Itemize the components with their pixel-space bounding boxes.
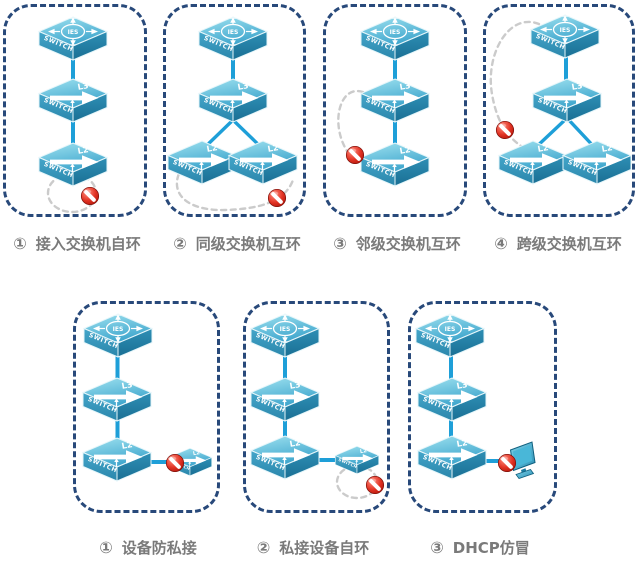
- ies-core-switch-icon: [83, 313, 153, 358]
- l3-switch-icon: [38, 78, 108, 123]
- l2-switch-icon: [82, 437, 152, 482]
- caption-text: 接入交换机自环: [35, 234, 141, 253]
- l2-switch-left-icon: [498, 140, 568, 185]
- ies-core-switch-icon: [530, 14, 600, 59]
- caption-number: ③: [430, 537, 444, 557]
- l2-switch-icon: [250, 435, 320, 480]
- diagram-access-self-loop: [38, 16, 108, 214]
- caption-number: ③: [333, 233, 347, 253]
- l3-switch-icon: [250, 377, 320, 422]
- ies-core-switch-icon: [198, 16, 268, 61]
- diagram-rogue-device-self-loop: [250, 313, 385, 500]
- no-entry-icon: [267, 188, 287, 208]
- caption-text: 设备防私接: [121, 538, 197, 557]
- diagram-peer-loop: [167, 16, 298, 212]
- diagram-dhcp-spoofing: [415, 313, 536, 480]
- no-entry-icon: [80, 186, 100, 206]
- caption-text: DHCP仿冒: [452, 538, 530, 557]
- l3-switch-icon: [198, 78, 268, 123]
- caption-text: 跨级交换机互环: [516, 234, 622, 253]
- panel-cross-level-loop: [483, 4, 635, 217]
- caption-adjacent-loop: ③ 邻级交换机互环: [322, 233, 472, 253]
- ies-core-switch-icon: [38, 16, 108, 61]
- caption-text: 邻级交换机互环: [355, 234, 461, 253]
- diagram-anti-rogue-device: [82, 313, 213, 482]
- diagram-adjacent-loop: [337, 16, 430, 187]
- no-entry-icon: [165, 453, 185, 473]
- cross-level-loop-arc: [489, 20, 541, 148]
- caption-rogue-device-self-loop: ② 私接设备自环: [238, 537, 388, 557]
- caption-anti-rogue-device: ① 设备防私接: [73, 537, 223, 557]
- no-entry-icon: [495, 120, 515, 140]
- panel-dhcp-spoofing: [408, 301, 557, 513]
- caption-number: ①: [99, 537, 113, 557]
- adjacent-loop-arc: [337, 89, 365, 156]
- panel-access-self-loop: [3, 4, 147, 217]
- panel-anti-rogue-device: [73, 301, 220, 513]
- caption-number: ④: [494, 233, 508, 253]
- ies-core-switch-icon: [360, 16, 430, 61]
- panel-peer-loop: [163, 4, 306, 217]
- caption-text: 同级交换机互环: [195, 234, 301, 253]
- l2-switch-icon: [417, 435, 487, 480]
- l2-switch-icon: [38, 142, 108, 187]
- no-entry-icon: [365, 475, 385, 495]
- panel-rogue-device-self-loop: [243, 301, 390, 513]
- ies-core-switch-icon: [415, 313, 485, 358]
- l2-switch-right-icon: [228, 140, 298, 185]
- caption-number: ②: [173, 233, 187, 253]
- panel-adjacent-loop: [323, 4, 467, 217]
- l3-switch-icon: [360, 78, 430, 123]
- caption-access-self-loop: ① 接入交换机自环: [2, 233, 152, 253]
- caption-cross-level-loop: ④ 跨级交换机互环: [483, 233, 633, 253]
- caption-number: ①: [13, 233, 27, 253]
- diagram-cross-level-loop: [489, 14, 632, 185]
- rogue-l2-switch-icon: [334, 445, 380, 475]
- l2-switch-icon: [360, 142, 430, 187]
- caption-number: ②: [256, 537, 271, 557]
- caption-dhcp-spoofing: ③ DHCP仿冒: [405, 537, 555, 557]
- no-entry-icon: [497, 453, 517, 473]
- l3-switch-icon: [532, 78, 602, 123]
- caption-text: 私接设备自环: [279, 538, 370, 557]
- ies-core-switch-icon: [250, 313, 320, 358]
- l3-switch-icon: [417, 377, 487, 422]
- l2-switch-right-icon: [562, 140, 632, 185]
- no-entry-icon: [345, 145, 365, 165]
- caption-peer-loop: ② 同级交换机互环: [162, 233, 312, 253]
- l3-switch-icon: [82, 377, 152, 422]
